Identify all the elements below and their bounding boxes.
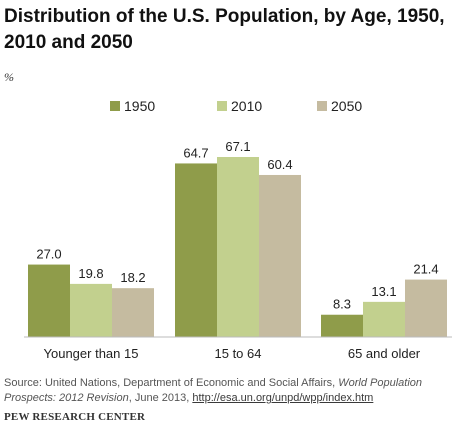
source-date: , June 2013, bbox=[128, 392, 193, 404]
source-text: Source: United Nations, Department of Ec… bbox=[4, 377, 339, 389]
source-note: Source: United Nations, Department of Ec… bbox=[4, 376, 472, 406]
bar-2010-0 bbox=[70, 283, 112, 337]
bar-2050-1 bbox=[259, 174, 301, 337]
data-label-1950-0: 27.0 bbox=[36, 247, 61, 262]
data-label-2050-1: 60.4 bbox=[267, 157, 292, 172]
category-label-0: Younger than 15 bbox=[44, 346, 139, 361]
bar-2050-0 bbox=[112, 288, 154, 337]
category-label-1: 15 to 64 bbox=[215, 346, 262, 361]
data-label-1950-1: 64.7 bbox=[183, 145, 208, 160]
bar-2010-1 bbox=[217, 157, 259, 337]
data-label-2010-2: 13.1 bbox=[371, 284, 396, 299]
source-title: World Population Prospects: 2012 Revisio… bbox=[4, 377, 423, 404]
legend-label-1950: 1950 bbox=[124, 98, 155, 114]
data-label-2010-0: 19.8 bbox=[78, 266, 103, 281]
data-label-2050-0: 18.2 bbox=[120, 270, 145, 285]
bar-1950-1 bbox=[175, 163, 217, 337]
data-label-1950-2: 8.3 bbox=[333, 297, 351, 312]
bar-1950-2 bbox=[321, 314, 363, 337]
legend-label-2050: 2050 bbox=[331, 98, 362, 114]
bar-chart: 1950 2010 2050 27.0 19.8 18.2 Younger than 15 6… bbox=[24, 98, 452, 361]
bar-2050-2 bbox=[405, 279, 447, 337]
bar-1950-0 bbox=[28, 264, 70, 337]
category-label-2: 65 and older bbox=[348, 346, 421, 361]
legend-label-2010: 2010 bbox=[231, 98, 262, 114]
legend-swatch-2010 bbox=[217, 101, 227, 111]
unit-label: % bbox=[4, 70, 14, 84]
legend-swatch-2050 bbox=[317, 101, 327, 111]
bar-2010-2 bbox=[363, 301, 405, 337]
chart-title: Distribution of the U.S. Population, by … bbox=[4, 6, 445, 53]
data-label-2010-1: 67.1 bbox=[225, 139, 250, 154]
data-label-2050-2: 21.4 bbox=[413, 262, 438, 277]
source-link[interactable]: http://esa.un.org/unpd/wpp/index.htm bbox=[192, 392, 374, 404]
legend-swatch-1950 bbox=[110, 101, 120, 111]
organization-name: PEW RESEARCH CENTER bbox=[4, 411, 146, 423]
